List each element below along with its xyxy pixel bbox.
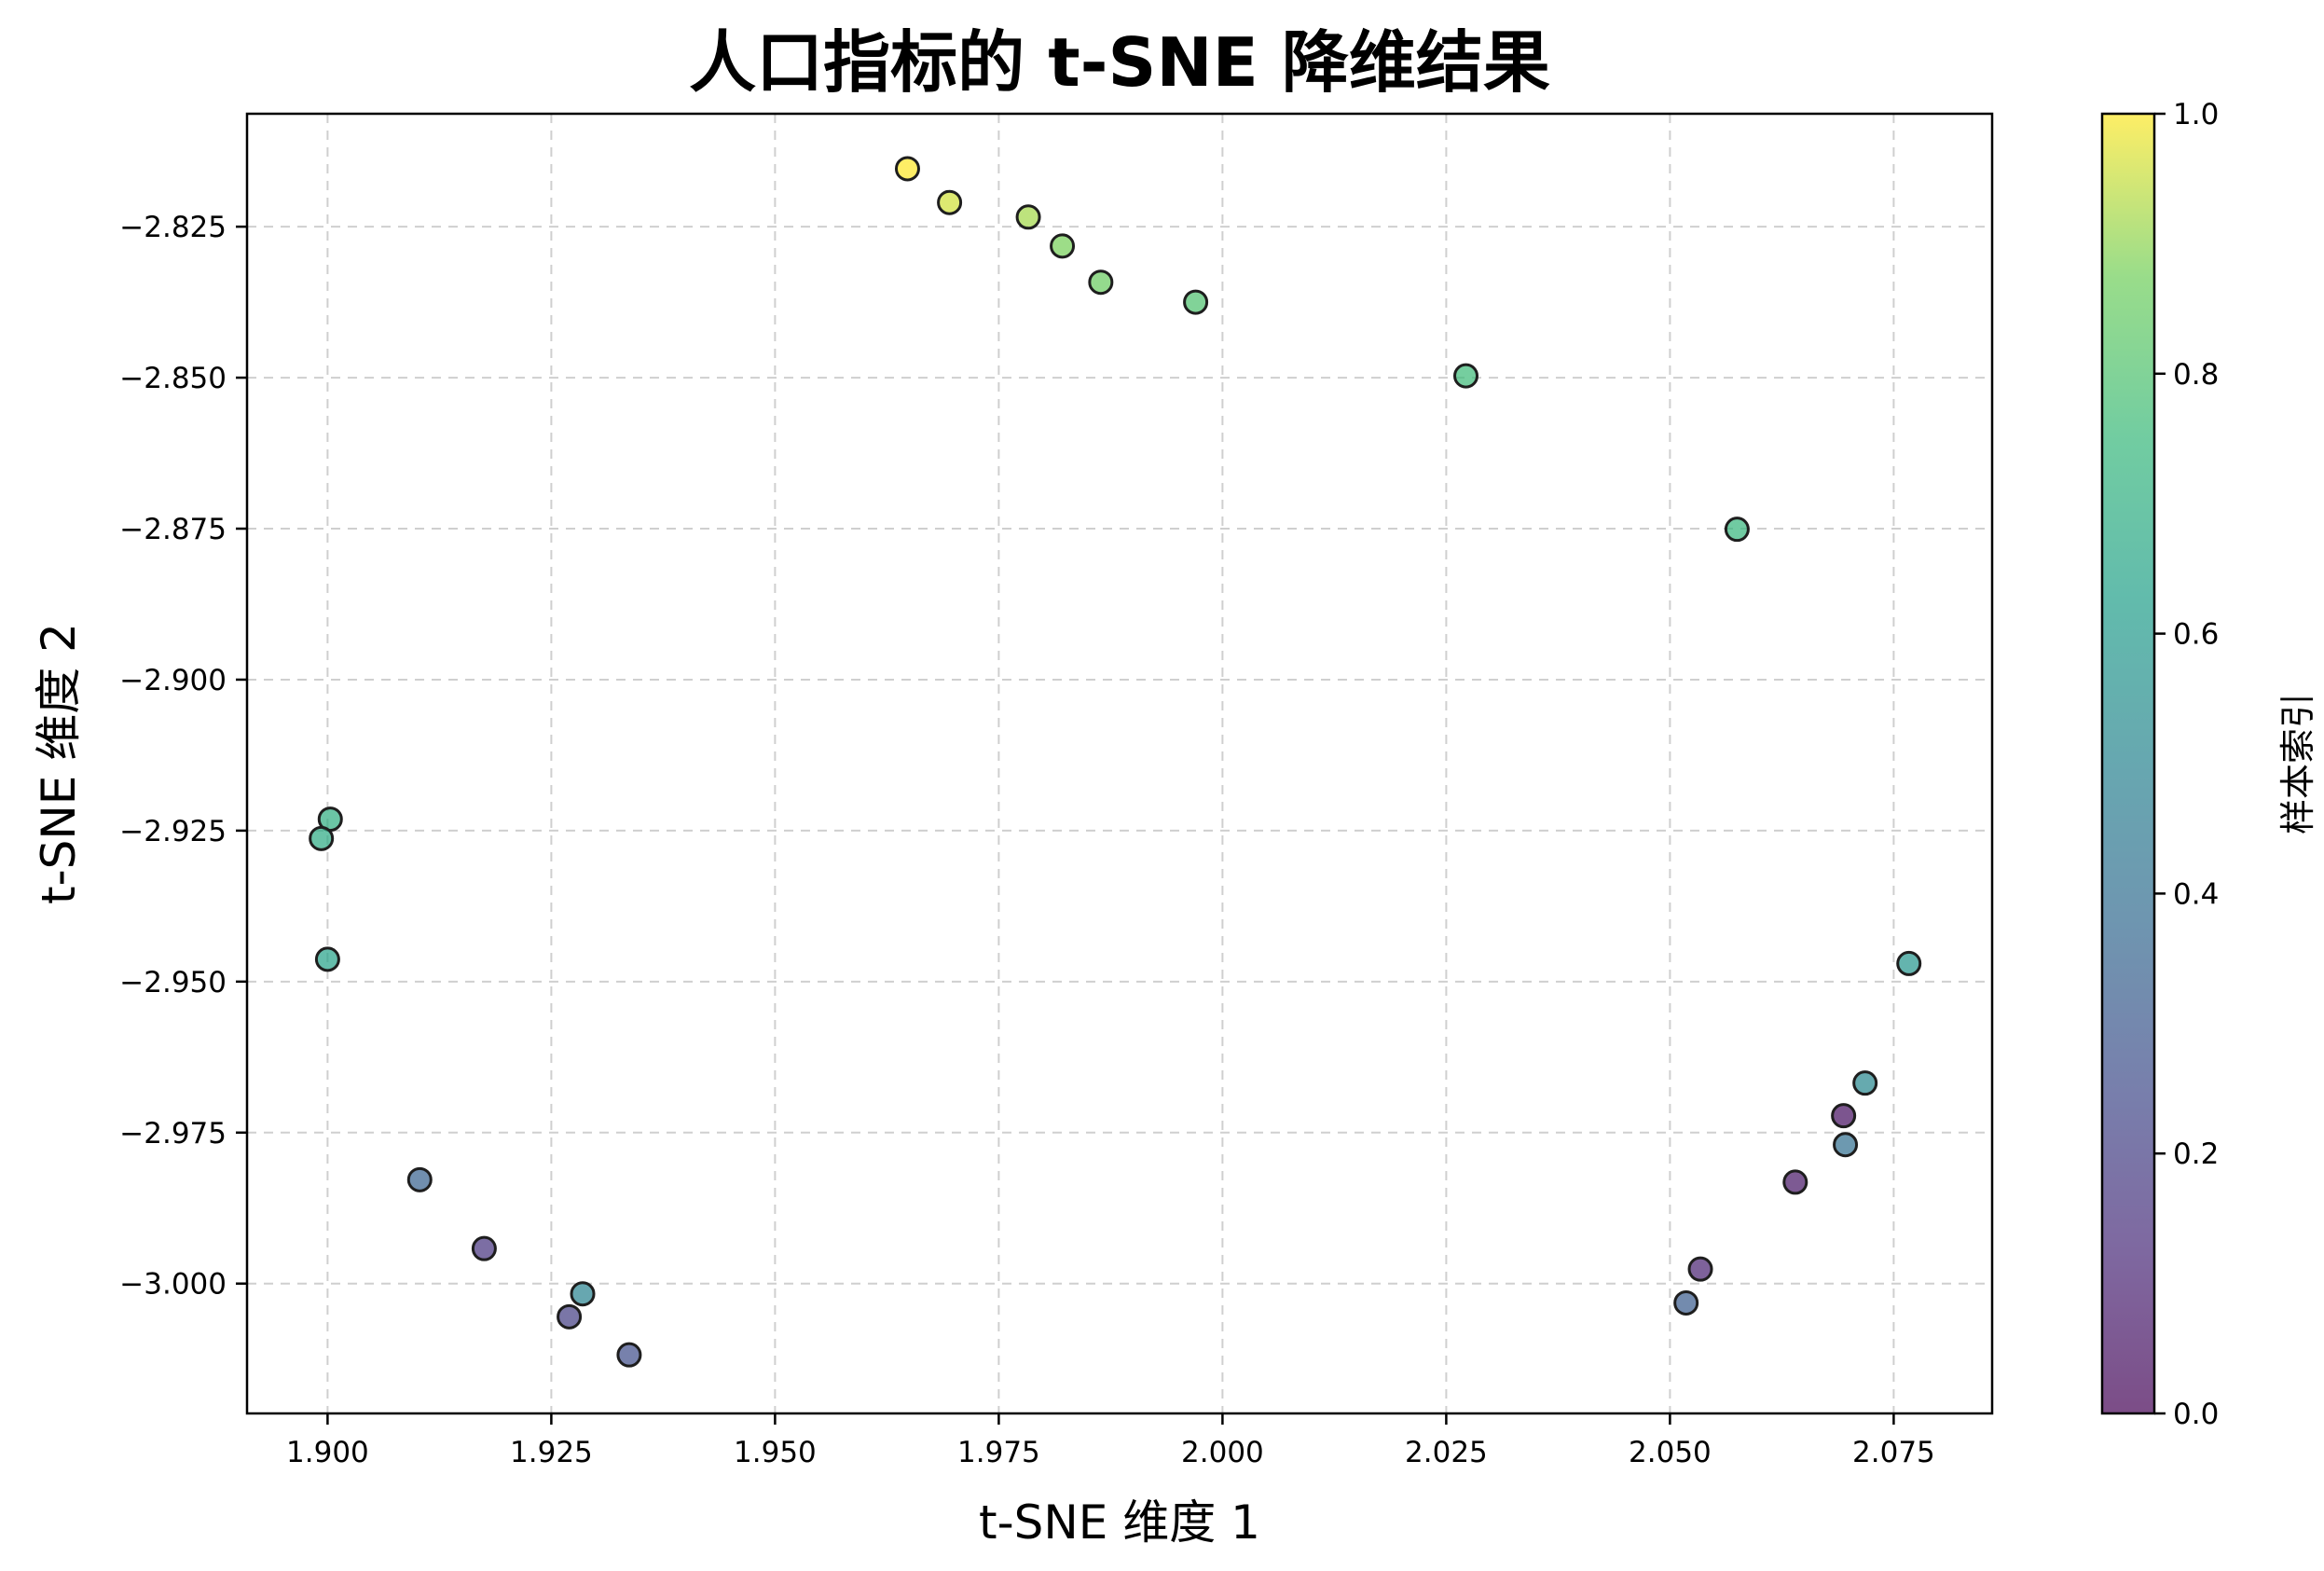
scatter-point [1724,517,1750,543]
scatter-point [1852,1070,1878,1096]
x-tick-label: 1.975 [957,1436,1040,1469]
colorbar-tick-label: 0.4 [2173,877,2219,911]
colorbar-bar [2100,112,2156,1415]
x-tick-label: 1.950 [734,1436,817,1469]
scatter-point [1183,289,1209,315]
y-axis-title: t-SNE 维度 2 [32,623,86,904]
scatter-point [1453,363,1479,389]
y-axis-ticks: −2.825 −2.850 −2.875 −2.900 −2.925 −2.950 −2.9… [119,211,247,1302]
scatter-point [406,1166,433,1192]
scatter-point [309,825,335,851]
scatter-point [1833,1132,1859,1158]
colorbar-tick-label: 1.0 [2173,98,2219,131]
plot-frame [245,112,1994,1415]
x-tick-label: 2.025 [1405,1436,1488,1469]
scatter-point [1673,1289,1699,1316]
x-axis-ticks: 1.900 1.925 1.950 1.975 2.000 2.025 2.050 2.075 [286,1413,1935,1469]
x-axis-title: t-SNE 维度 1 [979,1495,1260,1550]
y-tick-label: −2.850 [119,362,227,395]
x-tick-label: 1.925 [510,1436,593,1469]
y-tick-label: −2.950 [119,966,227,999]
scatter-point [570,1281,596,1307]
scatter-point [1050,233,1076,259]
colorbar-tick-label: 0.0 [2173,1398,2219,1431]
scatter-point [616,1342,642,1368]
scatter-point [1687,1256,1713,1282]
scatter-point [314,946,340,972]
y-tick-label: −2.925 [119,815,227,848]
colorbar-tick-label: 0.6 [2173,618,2219,652]
colorbar-title: 样本索引 [2277,693,2318,834]
x-tick-label: 2.000 [1181,1436,1264,1469]
scatter-point [471,1235,497,1261]
colorbar-ticks: 0.0 0.2 0.4 0.6 0.8 1.0 [2154,98,2219,1431]
scatter-point [1831,1103,1857,1129]
y-tick-label: −2.900 [119,664,227,697]
scatter-point [1015,204,1041,230]
scatter-point [937,189,963,215]
y-tick-label: −2.875 [119,513,227,546]
scatter-point [557,1303,583,1330]
y-tick-label: −3.000 [119,1268,227,1302]
colorbar-tick-label: 0.2 [2173,1137,2219,1171]
colorbar-tick-label: 0.8 [2173,358,2219,392]
x-tick-label: 2.050 [1629,1436,1712,1469]
x-tick-label: 2.075 [1852,1436,1935,1469]
scatter-point [1896,950,1922,976]
colorbar: 0.0 0.2 0.4 0.6 0.8 1.0 样本索引 [2100,98,2318,1431]
scatter-points [309,156,1922,1368]
chart-title: 人口指标的 t-SNE 降维结果 [689,23,1550,102]
scatter-point [1782,1169,1808,1195]
scatter-point [1088,269,1114,296]
y-tick-label: −2.975 [119,1117,227,1151]
grid-lines [247,114,1992,1413]
scatter-point [894,156,920,182]
x-tick-label: 1.900 [286,1436,369,1469]
y-tick-label: −2.825 [119,211,227,244]
